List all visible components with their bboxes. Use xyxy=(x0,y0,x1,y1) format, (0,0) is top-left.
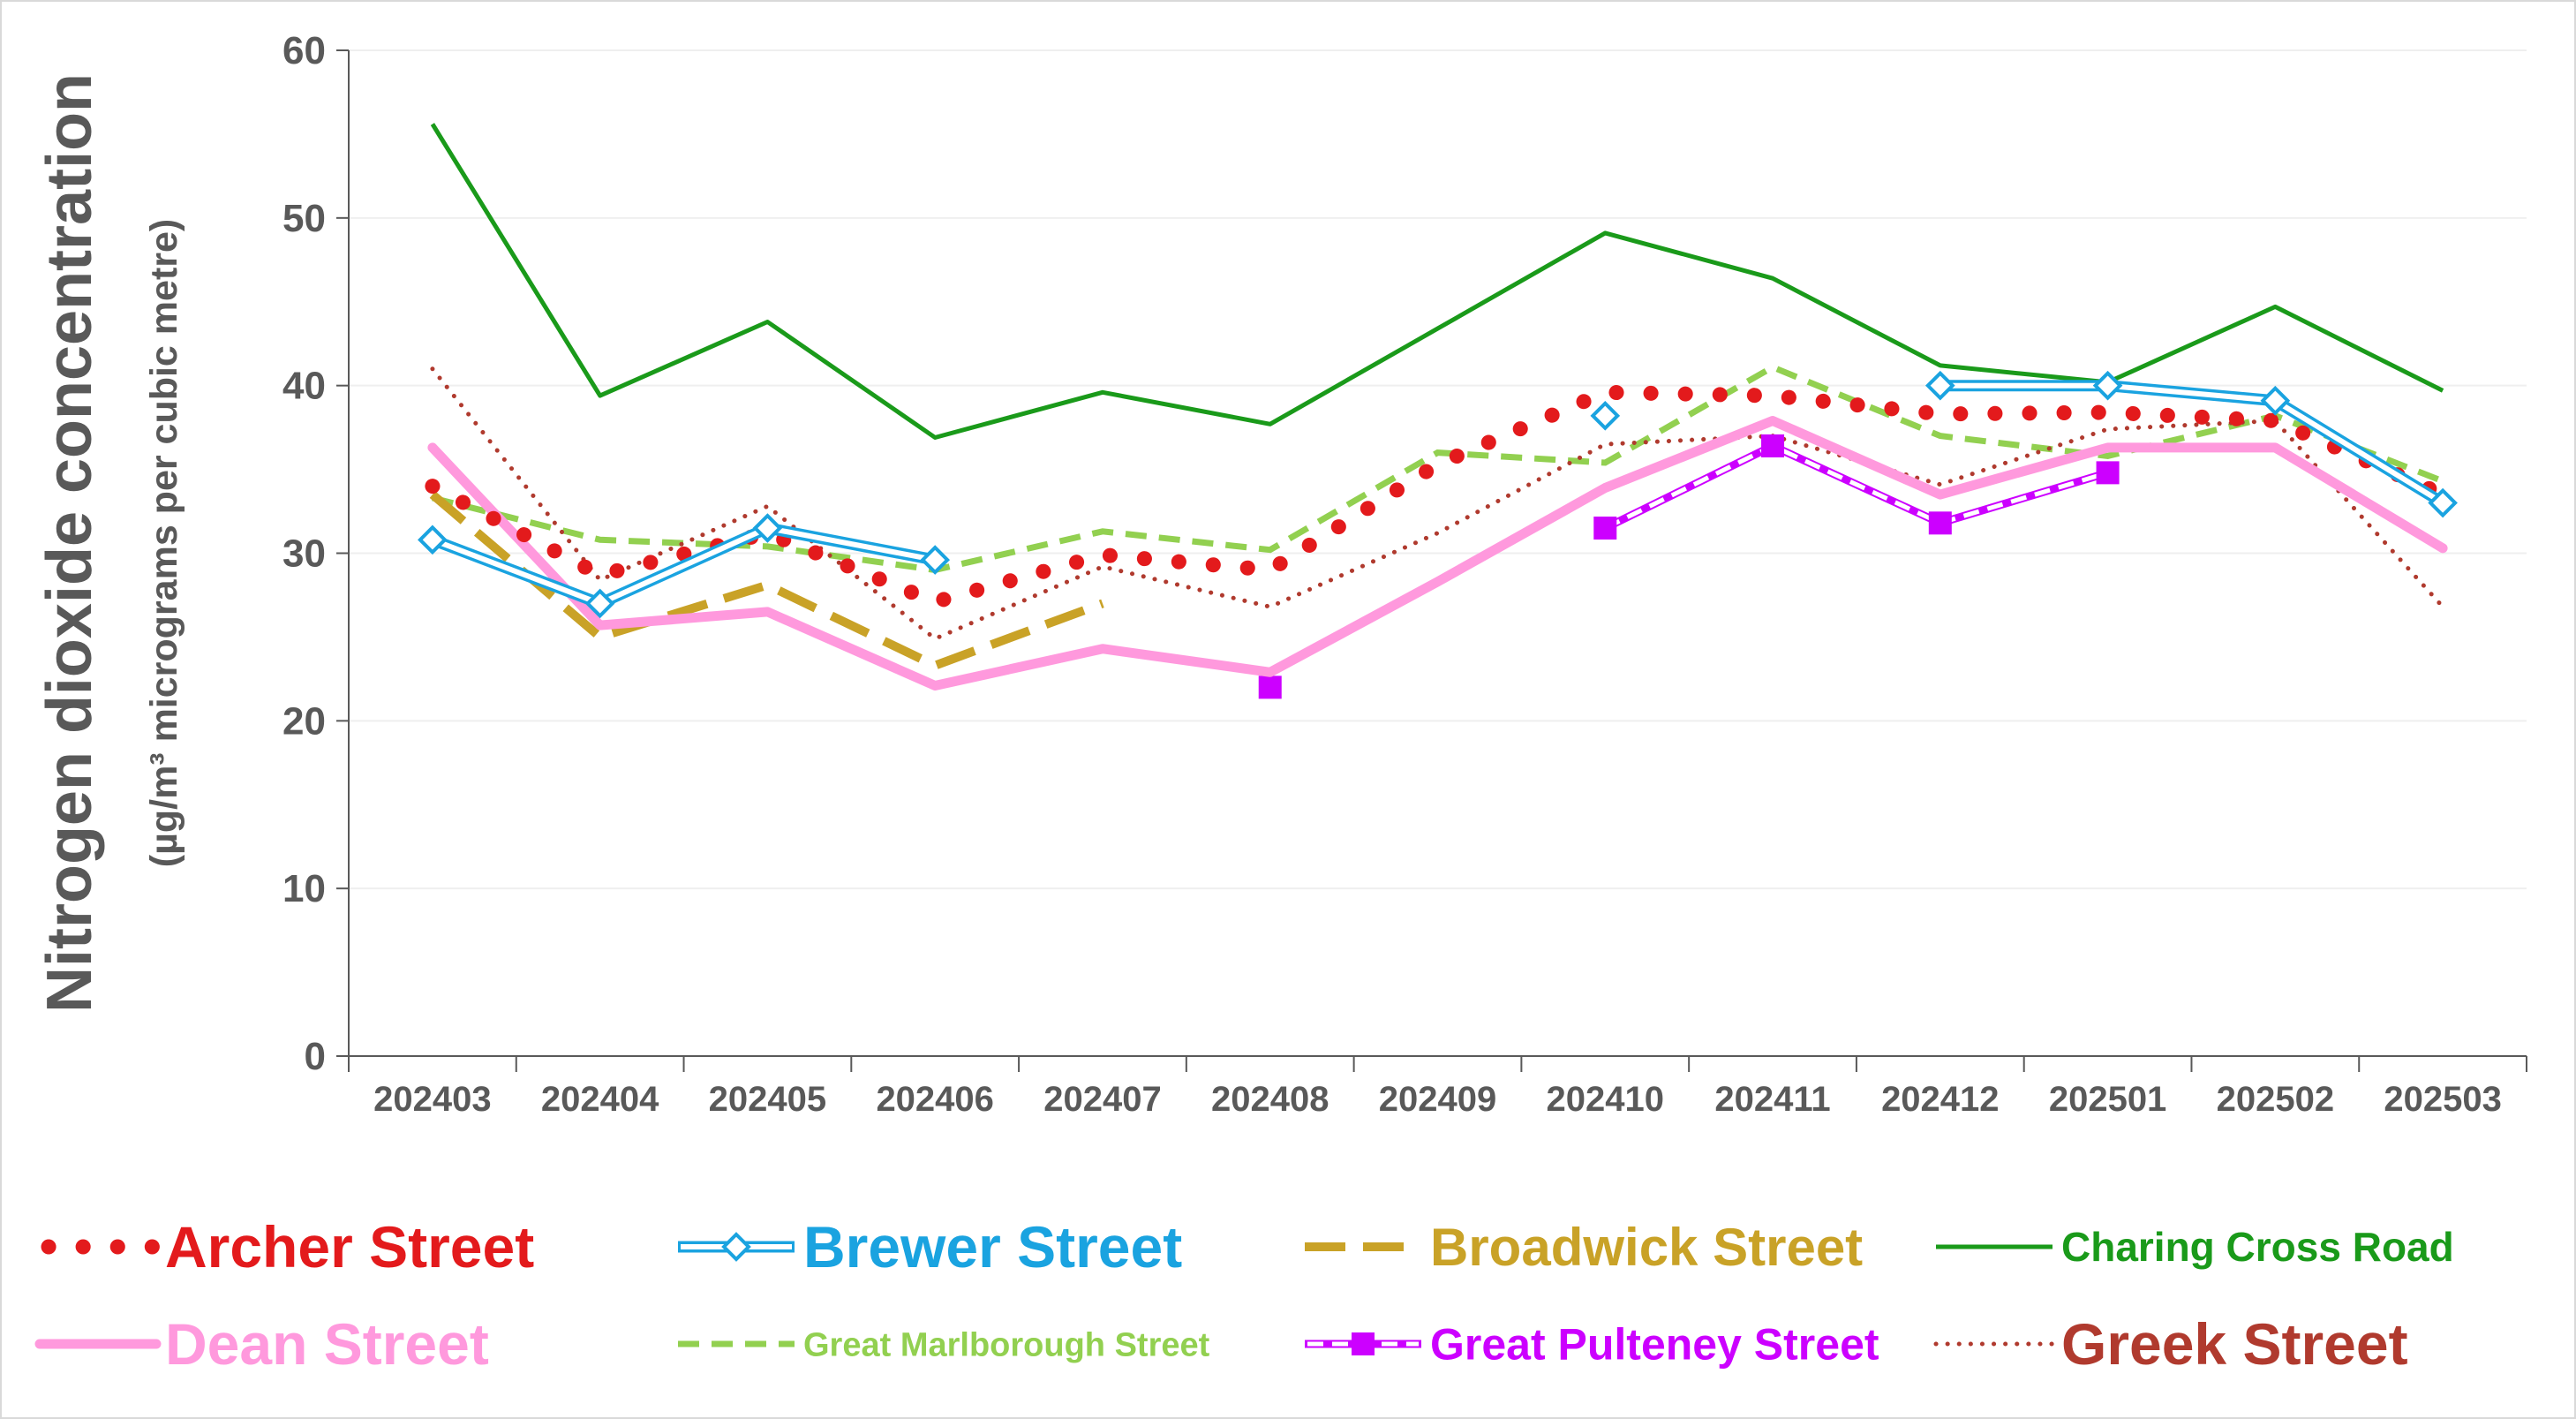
series-archer-street xyxy=(425,384,2451,610)
x-tick-label: 202412 xyxy=(1881,1080,1999,1119)
x-tick-label: 202501 xyxy=(2049,1080,2166,1119)
x-tick-label: 202406 xyxy=(876,1080,993,1119)
legend-item: Greek Street xyxy=(1933,1311,2408,1377)
series-line xyxy=(432,363,2444,574)
series-line xyxy=(430,366,2445,642)
y-tick-label: 50 xyxy=(282,197,326,240)
data-point-marker xyxy=(418,525,448,555)
legend-item: Archer Street xyxy=(41,1214,534,1279)
legend-item: Dean Street xyxy=(34,1311,489,1377)
y-tick-label: 10 xyxy=(282,867,326,910)
data-point-marker xyxy=(2260,385,2291,416)
series-broadwick-street xyxy=(429,491,1104,671)
x-tick-label: 202502 xyxy=(2217,1080,2334,1119)
y-tick-label: 60 xyxy=(282,29,326,72)
x-axis-ticks: 202403 202404 202405 202406 202407 202408 2024… xyxy=(373,1080,2502,1119)
x-tick-label: 202410 xyxy=(1547,1080,1664,1119)
data-point-marker xyxy=(1590,401,1621,431)
series-greek-street xyxy=(430,366,2445,642)
data-point-marker xyxy=(2428,487,2458,518)
legend-label: Archer Street xyxy=(165,1214,534,1279)
x-tick-label: 202408 xyxy=(1211,1080,1329,1119)
legend-item: Great Pulteney Street xyxy=(1305,1320,1879,1370)
y-axis-subtitle: (µg/m³ micrograms per cubic metre) xyxy=(143,219,185,867)
legend-label: Charing Cross Road xyxy=(2061,1224,2454,1270)
series-line-inner xyxy=(1604,443,2109,531)
legend-item: Brewer Street xyxy=(678,1214,1182,1279)
data-point-marker xyxy=(2092,370,2123,401)
legend-label: Broadwick Street xyxy=(1430,1218,1863,1277)
x-tick-label: 202411 xyxy=(1714,1080,1830,1119)
x-tick-label: 202409 xyxy=(1379,1080,1496,1119)
data-point-marker xyxy=(1258,676,1282,699)
data-point-marker xyxy=(1928,511,1952,535)
series-line xyxy=(429,491,1104,671)
y-axis-title-group: Nitrogen dioxide concentration (µg/m³ mi… xyxy=(34,73,185,1013)
legend-marker xyxy=(1352,1332,1375,1355)
data-point-marker xyxy=(1924,370,1955,401)
x-tick-label: 202503 xyxy=(2384,1080,2501,1119)
axes xyxy=(336,49,2527,1072)
y-tick-label: 40 xyxy=(282,365,326,408)
legend-marker xyxy=(721,1232,751,1262)
data-point-marker xyxy=(1761,434,1785,458)
x-tick-label: 202403 xyxy=(373,1080,491,1119)
data-point-marker xyxy=(2096,461,2120,485)
series-line xyxy=(427,416,2448,691)
gridlines xyxy=(349,49,2527,890)
data-point-marker xyxy=(584,588,615,619)
series-dean-street xyxy=(427,416,2448,691)
y-tick-label: 0 xyxy=(305,1035,326,1078)
data-point-marker xyxy=(752,513,783,543)
series-line-inner xyxy=(1940,382,2444,506)
series-line-inner xyxy=(431,525,936,607)
legend-item: Great Marlborough Street xyxy=(678,1326,1210,1363)
y-axis-title: Nitrogen dioxide concentration xyxy=(34,73,105,1013)
legend-label: Great Marlborough Street xyxy=(803,1326,1210,1363)
legend-label: Greek Street xyxy=(2061,1311,2408,1377)
series-brewer-street xyxy=(418,370,2458,619)
series-line xyxy=(425,384,2451,610)
legend: Archer Street Brewer Street Broadwick Stre… xyxy=(34,1214,2454,1377)
x-tick-label: 202407 xyxy=(1043,1080,1161,1119)
x-tick-label: 202405 xyxy=(709,1080,826,1119)
series-great-marlborough-street xyxy=(432,363,2444,574)
y-tick-label: 30 xyxy=(282,532,326,576)
y-axis-ticks: 0 10 20 30 40 50 60 xyxy=(282,29,326,1078)
legend-item: Broadwick Street xyxy=(1305,1218,1863,1277)
legend-label: Dean Street xyxy=(165,1311,489,1377)
y-tick-label: 20 xyxy=(282,699,326,743)
data-point-marker xyxy=(1593,517,1617,540)
legend-label: Brewer Street xyxy=(803,1214,1182,1279)
legend-item: Charing Cross Road xyxy=(1936,1224,2454,1270)
x-tick-label: 202404 xyxy=(541,1080,659,1119)
series-great-pulteney-street xyxy=(1258,434,2120,699)
series-lines xyxy=(418,123,2458,699)
data-point-marker xyxy=(920,545,951,575)
legend-label: Great Pulteney Street xyxy=(1430,1320,1879,1370)
